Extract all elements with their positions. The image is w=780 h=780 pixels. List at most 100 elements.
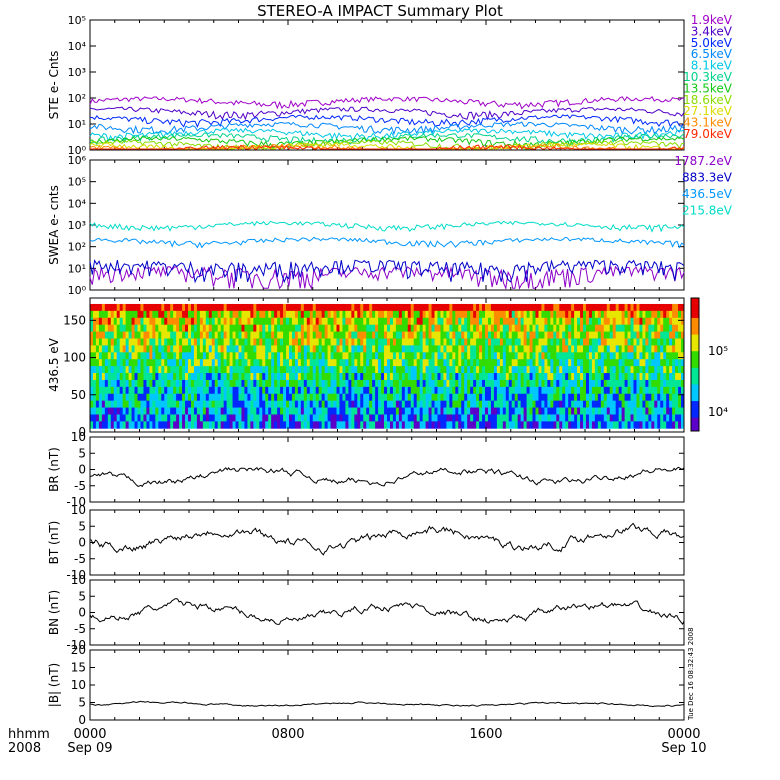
panel-frame-swea <box>89 159 685 291</box>
colorbar-cell <box>691 327 699 332</box>
colorbar-cell <box>691 357 699 362</box>
ytick-pad-1: 50 <box>71 388 86 402</box>
ylabel-br: BR (nT) <box>47 447 61 492</box>
legend-ste-2: 5.0keV <box>691 36 733 50</box>
ytick-bn-3: 5 <box>78 589 86 603</box>
colorbar-cell <box>691 427 699 432</box>
ylabel-bt: BT (nT) <box>47 521 61 565</box>
ytick-bt-2: 0 <box>78 536 86 550</box>
ytick-bn-4: 10 <box>71 573 86 587</box>
panel-frame-br <box>89 436 685 503</box>
footer-hhmm-label: hhmm <box>8 727 50 742</box>
colorbar-cell <box>691 347 699 352</box>
series-swea-1 <box>89 259 685 284</box>
footer-date-right: Sep 10 <box>661 741 706 756</box>
colorbar-cell <box>691 387 699 392</box>
footer-timestamp: Tue Dec 16 08:32:43 2008 <box>687 627 695 721</box>
panels: STE e- Cnts 10⁰ 10¹ 10² 10³ 10⁴ 10⁵ 1.9keV3.4ke… <box>47 13 733 727</box>
colorbar-frame <box>690 297 700 432</box>
ytick-babs-1: 5 <box>78 696 86 710</box>
legend-ste-3: 6.5keV <box>691 47 733 61</box>
colorbar-cell <box>691 304 699 309</box>
ytick-ste-2: 10² <box>68 92 86 105</box>
ytick-babs-0: 0 <box>78 713 86 727</box>
footer-tick-1600: 1600 <box>469 727 502 742</box>
colorbar-cell <box>691 381 699 385</box>
series-ste-7 <box>89 139 685 150</box>
footer-tick-0000-start: 0000 <box>73 727 106 742</box>
colorbar-cell <box>691 331 699 336</box>
ytick-br-4: 10 <box>71 430 86 444</box>
ylabel-bn: BN (nT) <box>47 590 61 635</box>
colorbar-cell <box>691 361 699 365</box>
colorbar-cell <box>691 314 699 319</box>
colorbar-cell <box>691 404 699 409</box>
ytick-babs-3: 15 <box>71 661 86 675</box>
series-ste-0 <box>89 96 685 110</box>
ytick-ste-0: 10⁰ <box>68 144 87 157</box>
colorbar-cell <box>691 341 699 346</box>
colorbar-cell <box>691 407 699 412</box>
panel-frame-babs <box>89 649 685 721</box>
colorbar-cell <box>691 417 699 422</box>
legend-ste-9: 43.1keV <box>683 116 733 130</box>
colorbar-cell <box>691 367 699 372</box>
series-babs <box>89 700 685 708</box>
ytick-swea-4: 10⁴ <box>68 197 87 210</box>
ytick-bt-4: 10 <box>71 503 86 517</box>
colorbar-cell <box>691 301 699 306</box>
legend-ste-10: 79.0keV <box>683 127 733 141</box>
ytick-pad-2: 100 <box>63 351 86 365</box>
colorbar-cell <box>691 391 699 395</box>
ytick-ste-4: 10⁴ <box>68 40 87 53</box>
colorbar-cell <box>691 351 699 356</box>
colorbar-tick-1: 10⁴ <box>708 405 728 419</box>
ytick-swea-5: 10⁵ <box>68 176 86 189</box>
panel-frame-bn <box>89 579 685 646</box>
ytick-br-0: -10 <box>66 495 86 509</box>
colorbar-cell <box>691 394 699 399</box>
ytick-bn-1: -5 <box>74 622 86 636</box>
colorbar-cell <box>691 321 699 326</box>
series-bt <box>89 522 685 556</box>
ylabel-ste: STE e- Cnts <box>47 51 61 120</box>
ytick-bt-0: -10 <box>66 568 86 582</box>
colorbar-cell <box>691 324 699 329</box>
ytick-br-3: 5 <box>78 446 86 460</box>
ytick-pad-3: 150 <box>63 313 86 327</box>
heatmap-cells <box>90 303 685 429</box>
series-swea-0 <box>89 265 685 291</box>
ylabel-swea: SWEA e- cnts <box>47 185 61 265</box>
colorbar-cell <box>691 401 699 405</box>
series-ste-10 <box>90 144 685 150</box>
legend-swea-1: 883.3eV <box>682 171 733 185</box>
ytick-ste-3: 10³ <box>68 66 86 79</box>
panel-frame-ste <box>89 19 685 151</box>
ytick-bt-3: 5 <box>78 519 86 533</box>
series-swea-3 <box>89 220 685 233</box>
footer: hhmm 2008 0000 0800 1600 0000 Sep 09 Sep… <box>8 627 707 756</box>
ytick-bn-0: -10 <box>66 638 86 652</box>
legend-ste-1: 3.4keV <box>691 24 733 38</box>
legend-ste-0: 1.9keV <box>691 13 733 27</box>
series-bn <box>89 598 685 626</box>
colorbar-cell <box>691 424 699 429</box>
ytick-bn-2: 0 <box>78 606 86 620</box>
colorbar-cell <box>691 411 699 415</box>
ytick-swea-0: 10⁰ <box>68 284 87 297</box>
legend-ste-6: 13.5keV <box>683 81 733 95</box>
colorbar-cell <box>691 307 699 312</box>
ytick-babs-2: 10 <box>71 678 86 692</box>
ytick-swea-6: 10⁶ <box>68 154 87 167</box>
colorbar-cell <box>691 377 699 382</box>
ytick-br-2: 0 <box>78 463 86 477</box>
colorbar-cell <box>691 334 699 339</box>
colorbar-cell <box>691 374 699 379</box>
legend-swea-0: 1787.2eV <box>674 154 732 168</box>
colorbar-cell <box>691 371 699 375</box>
legend-swea-3: 215.8eV <box>682 204 733 218</box>
legend-ste-7: 18.6keV <box>683 93 733 107</box>
ytick-ste-1: 10¹ <box>68 118 86 131</box>
colorbar-tick-0: 10⁵ <box>708 344 728 358</box>
